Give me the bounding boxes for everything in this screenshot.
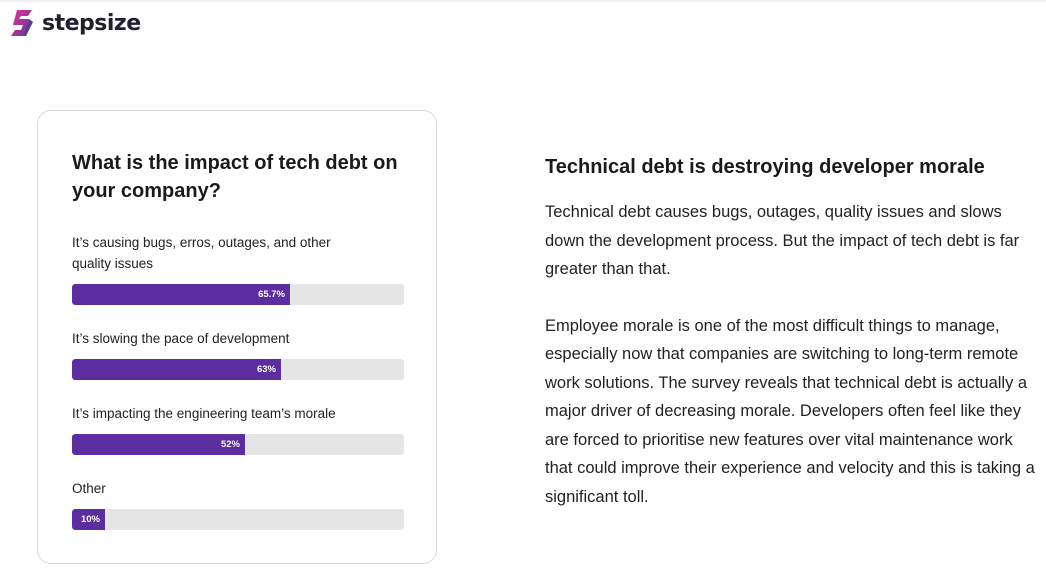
brand-name: stepsize: [42, 10, 141, 36]
bar-track: 52%: [72, 434, 404, 455]
bar: [72, 509, 105, 530]
article-paragraph-2: Employee morale is one of the most diffi…: [545, 316, 1035, 506]
bar-value-label: 63%: [256, 364, 276, 375]
chart-title: What is the impact of tech debt on your …: [72, 152, 398, 202]
article: Technical debt is destroying developer m…: [545, 152, 1040, 511]
bar-track: 63%: [72, 359, 404, 380]
bar-track: 10%: [72, 509, 404, 530]
bar-value-label: 52%: [220, 439, 240, 450]
top-divider: [0, 0, 1046, 2]
bar-track: 65.7%: [72, 284, 404, 305]
bar-label: It’s impacting the engineering team’s mo…: [72, 406, 336, 421]
bar-label: It’s slowing the pace of development: [72, 331, 290, 346]
survey-chart-card: What is the impact of tech debt on your …: [37, 110, 437, 564]
bar: [72, 284, 290, 305]
article-heading: Technical debt is destroying developer m…: [545, 156, 985, 178]
article-paragraph-1: Technical debt causes bugs, outages, qua…: [545, 203, 1020, 278]
bar-label: Other: [72, 481, 106, 496]
bar-value-label: 10%: [80, 514, 100, 525]
bar-label: It’s causing bugs, erros, outages, and o…: [72, 235, 331, 271]
stepsize-logo[interactable]: stepsize: [8, 7, 141, 39]
stepsize-logo-icon: [11, 10, 33, 36]
bar: [72, 434, 245, 455]
bar: [72, 359, 281, 380]
bar-value-label: 65.7%: [258, 289, 285, 300]
